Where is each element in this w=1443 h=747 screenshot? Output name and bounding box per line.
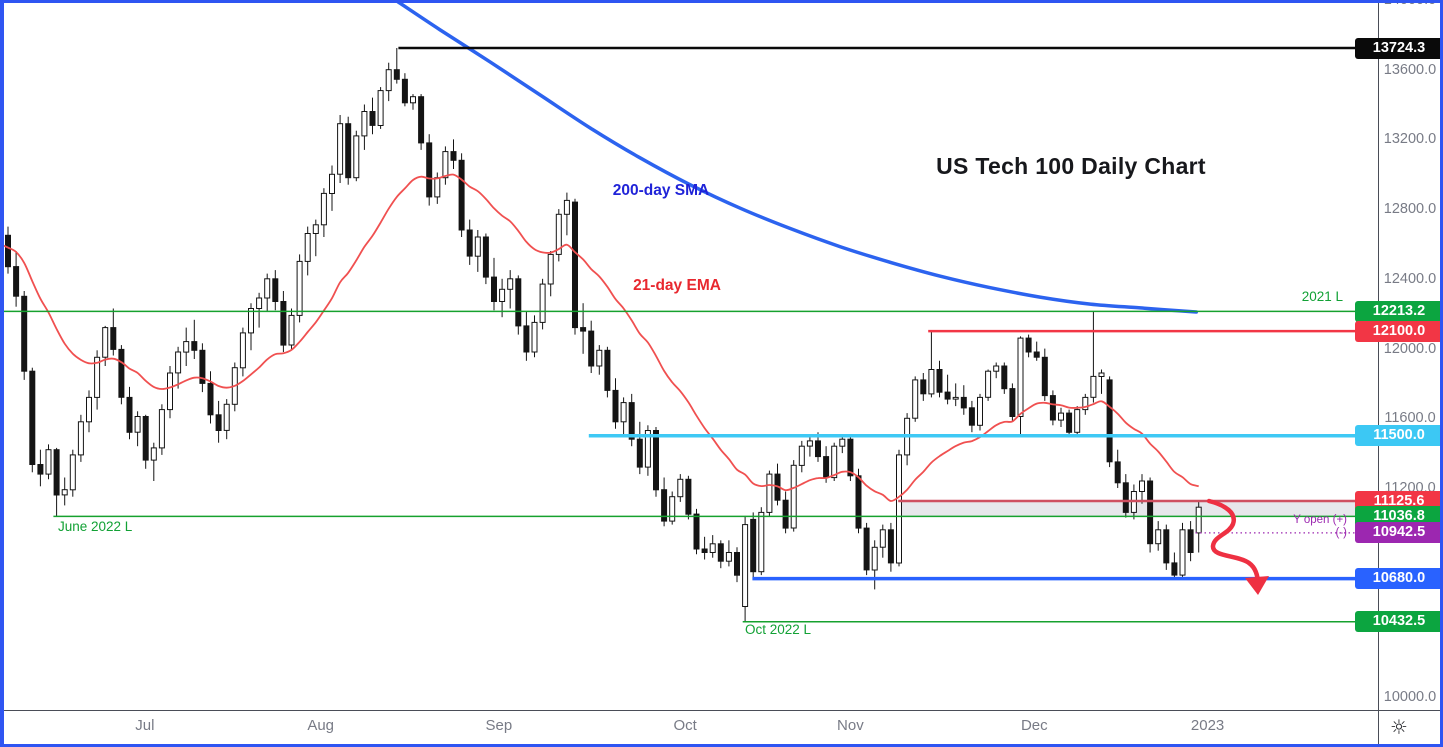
price-badge-11500.0: 11500.0 xyxy=(1355,425,1443,447)
y-axis-tick: 13600.0 xyxy=(1383,61,1437,78)
x-axis-label-Sep: Sep xyxy=(485,717,513,734)
x-axis-label-Nov: Nov xyxy=(837,717,864,734)
label-2021-low: 2021 L xyxy=(1301,289,1343,304)
y-axis-tick: 10000.0 xyxy=(1383,689,1437,706)
y-axis-tick: 12800.0 xyxy=(1383,201,1437,218)
y-axis-tick: 14000.0 xyxy=(1383,0,1437,8)
price-badge-11036.8: 11036.8 xyxy=(1355,505,1443,527)
y-axis-tick: 11600.0 xyxy=(1384,410,1436,427)
down-arrow-drawing[interactable] xyxy=(1206,498,1269,595)
x-axis-label-Jul: Jul xyxy=(135,717,155,734)
y-axis-tick: 12000.0 xyxy=(1383,340,1437,357)
x-axis-label-Oct: Oct xyxy=(673,717,697,734)
price-badge-12213.2: 12213.2 xyxy=(1355,300,1443,322)
ema-legend-label: 21-day EMA xyxy=(633,277,721,294)
x-axis-panel[interactable] xyxy=(4,711,1378,744)
time-axis-divider xyxy=(3,710,1440,711)
label-oct-2022-low: Oct 2022 L xyxy=(745,622,812,637)
label-year-open-plus: Y open (+) xyxy=(1293,514,1347,526)
y-axis-tick: 13200.0 xyxy=(1383,131,1437,148)
sma-200-line xyxy=(396,3,1199,314)
ema-21-line xyxy=(4,173,1199,502)
theme-sun-icon[interactable]: ☼ xyxy=(1390,715,1408,739)
price-axis-divider xyxy=(1378,3,1379,744)
x-axis-label-Dec: Dec xyxy=(1020,717,1048,734)
sma-legend-label: 200-day SMA xyxy=(612,182,710,199)
y-axis-panel[interactable] xyxy=(1379,3,1440,710)
price-badge-12100.0: 12100.0 xyxy=(1355,320,1443,342)
price-badge-10432.5: 10432.5 xyxy=(1355,611,1443,633)
resistance-band[interactable] xyxy=(898,501,1378,517)
x-axis-label-Aug: Aug xyxy=(307,717,335,734)
y-axis-tick: 12400.0 xyxy=(1383,270,1437,287)
price-badge-10680.0: 10680.0 xyxy=(1355,568,1443,590)
price-badge-10942.5: 10942.5 xyxy=(1355,522,1443,544)
x-axis-label-2023: 2023 xyxy=(1190,717,1225,734)
price-badge-13724.3: 13724.3 xyxy=(1355,37,1443,59)
label-year-open-minus: (-) xyxy=(1335,527,1348,539)
candlestick-series xyxy=(5,48,1202,622)
level-lines[interactable] xyxy=(4,46,1378,623)
chart-title: US Tech 100 Daily Chart xyxy=(936,153,1206,179)
label-june-2022-low: June 2022 L xyxy=(58,519,133,534)
